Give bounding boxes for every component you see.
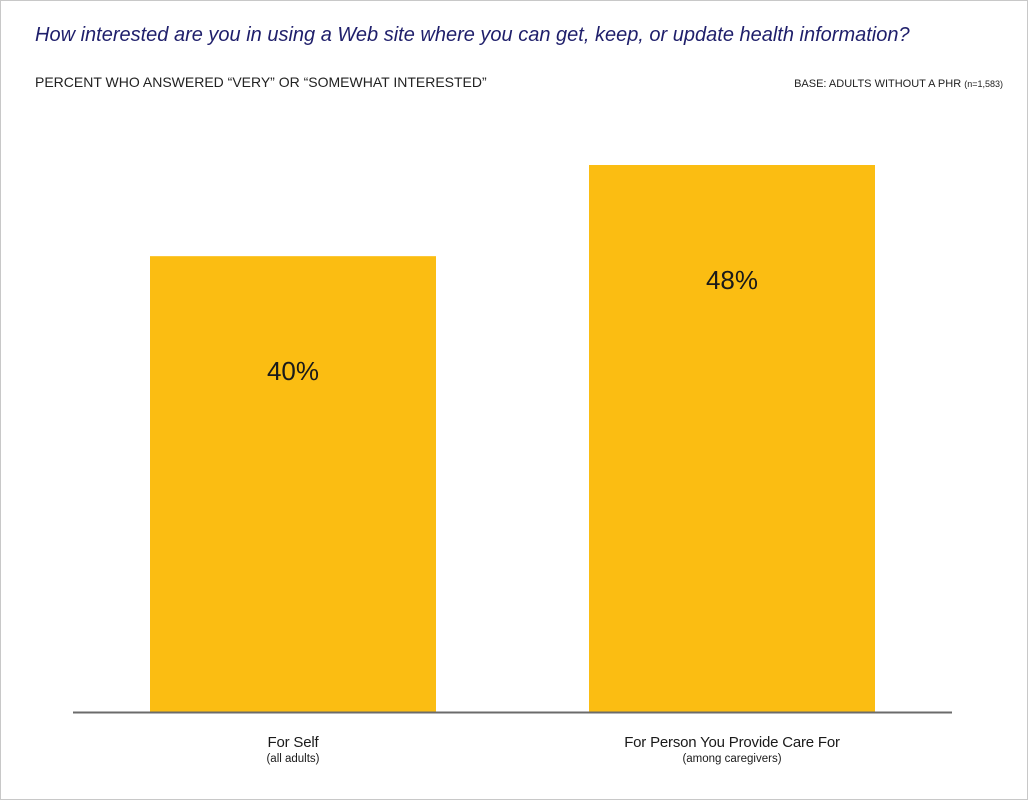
bar-for-person-you-provide-care-for bbox=[589, 165, 875, 712]
x-tick-label: For Self (all adults) bbox=[113, 734, 473, 765]
base-note-n: (n=1,583) bbox=[964, 79, 1003, 89]
x-tick-label-main: For Self bbox=[267, 734, 319, 751]
x-tick-label-sub: (among caregivers) bbox=[682, 753, 782, 765]
bar-value-label: 40% bbox=[267, 356, 319, 386]
chart-subtitle: PERCENT WHO ANSWERED “VERY” OR “SOMEWHAT… bbox=[35, 74, 487, 90]
x-tick-label: For Person You Provide Care For (among ca… bbox=[552, 734, 912, 765]
bar-for-self bbox=[150, 256, 436, 712]
chart-title: How interested are you in using a Web si… bbox=[35, 24, 910, 46]
bar-value-label: 48% bbox=[706, 265, 758, 295]
base-note: BASE: ADULTS WITHOUT A PHR (n=1,583) bbox=[794, 78, 1003, 90]
base-note-main: BASE: ADULTS WITHOUT A PHR bbox=[794, 78, 965, 90]
x-tick-label-main: For Person You Provide Care For bbox=[624, 734, 840, 751]
x-tick-label-sub: (all adults) bbox=[266, 753, 320, 765]
